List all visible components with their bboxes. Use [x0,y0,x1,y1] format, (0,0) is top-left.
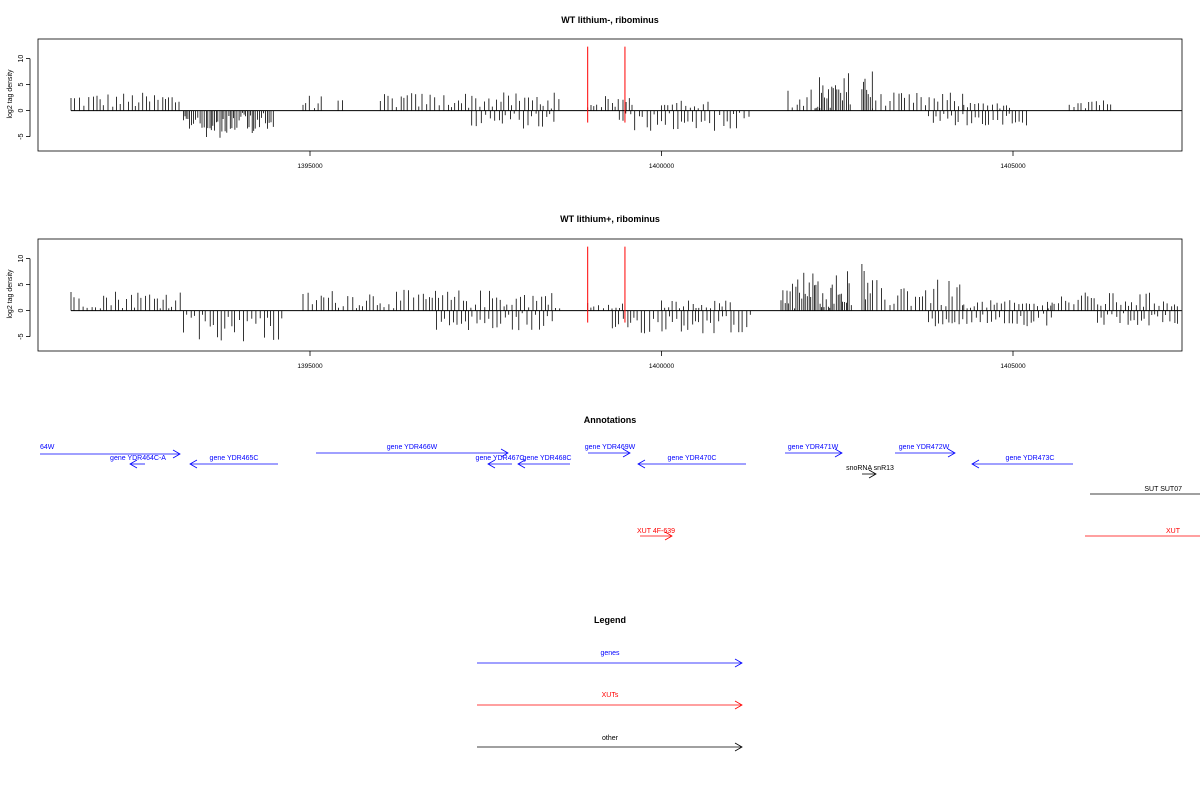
feature: gene YDR472W [895,444,956,458]
feature-label: SUT SUT07 [1144,486,1182,493]
feature-label: XUT 4F-639 [637,528,675,535]
feature: gene YDR471W [785,444,843,458]
plot-frame [37,38,1183,152]
arrow-head-icon [172,449,181,459]
arrow-head-icon [971,459,980,469]
feature: snoRNA snR13 [846,465,894,479]
feature: XUT 4F-639 [637,528,675,541]
feature-label: gene YDR465C [210,455,259,462]
feature-label: gene YDR467C [476,455,525,462]
arrow-head-icon [487,459,496,469]
feature-label: gene YDR473C [1006,455,1055,462]
arrow-head-icon [834,448,843,458]
y-tick-label: 0 [18,309,25,313]
y-tick-label: 10 [18,55,25,63]
feature-label: gene YDR472W [899,444,950,451]
arrow-head-icon [500,448,509,458]
x-tick-label: 1405000 [1000,363,1026,370]
legend-label: other [602,735,619,742]
feature-label: gene YDR469W [585,444,636,451]
feature-label: gene YDR468C [523,455,572,462]
track-panel-lithium-minus: WT lithium-, ribominus log2 tag density … [7,15,1183,170]
arrow-head-icon [734,742,743,752]
feature: gene YDR466W [316,444,509,458]
feature-label: XUT [1166,528,1181,535]
arrow-head-icon [664,531,673,541]
legend-item-xuts: XUTs [477,692,743,710]
arrow-head-icon [734,700,743,710]
y-axis: -5 0 5 10 [18,255,31,340]
x-tick-label: 1395000 [297,363,323,370]
feature: gene YDR467C [476,455,525,469]
y-axis-label: log2 tag density [7,269,14,319]
arrow-head-icon [868,469,877,479]
arrow-head-icon [517,459,526,469]
arrow-head-icon [734,658,743,668]
legend-label: XUTs [602,692,619,699]
region-markers [587,246,626,323]
feature-label: gene YDR466W [387,444,438,451]
feature: gene YDR469W [585,444,636,458]
y-tick-label: 10 [18,255,25,263]
arrow-head-icon [129,459,138,469]
feature: XUT [1085,528,1200,537]
feature-label: 64W [40,444,55,451]
feature: gene YDR464C-A [110,455,166,469]
x-tick-label: 1400000 [649,363,675,370]
region-markers [587,46,626,123]
y-axis-label: log2 tag density [7,69,14,119]
plot-frame [37,238,1183,352]
x-tick-label: 1405000 [1000,163,1026,170]
feature-label: snoRNA snR13 [846,465,894,472]
x-tick-label: 1395000 [297,163,323,170]
feature-label: gene YDR470C [668,455,717,462]
legend-item-genes: genes [477,650,743,668]
annotations-title: Annotations [584,415,637,425]
x-tick-label: 1400000 [649,163,675,170]
panel-title: WT lithium+, ribominus [560,214,660,224]
arrow-head-icon [947,448,956,458]
x-axis: 1395000 1400000 1405000 [297,151,1026,170]
track-panel-lithium-plus: WT lithium+, ribominus log2 tag density … [7,214,1183,370]
legend-label: genes [600,650,620,657]
feature: 64W [40,444,181,459]
panel-title: WT lithium-, ribominus [561,15,659,25]
y-tick-label: -5 [18,333,25,339]
feature: gene YDR468C [517,455,572,469]
y-tick-label: -5 [18,133,25,139]
arrow-head-icon [637,459,646,469]
feature: gene YDR470C [637,455,746,469]
legend: Legend genes XUTs other [477,615,743,752]
density-bars [70,71,1112,138]
annotations-track: Annotations 64W gene YDR464C-A gene YDR465… [40,415,1200,541]
y-tick-label: 5 [18,83,25,87]
density-bars [70,264,1178,342]
legend-item-other: other [477,735,743,752]
y-axis: -5 0 5 10 [18,55,31,140]
y-tick-label: 0 [18,109,25,113]
x-axis: 1395000 1400000 1405000 [297,351,1026,370]
legend-title: Legend [594,615,626,625]
feature: gene YDR465C [189,455,278,469]
feature-label: gene YDR464C-A [110,455,166,462]
feature: SUT SUT07 [1090,486,1200,495]
y-tick-label: 5 [18,283,25,287]
feature: gene YDR473C [971,455,1073,469]
feature-list: 64W gene YDR464C-A gene YDR465C gene YDR466… [40,444,1200,541]
arrow-head-icon [622,448,631,458]
arrow-head-icon [189,459,198,469]
feature-label: gene YDR471W [788,444,839,451]
